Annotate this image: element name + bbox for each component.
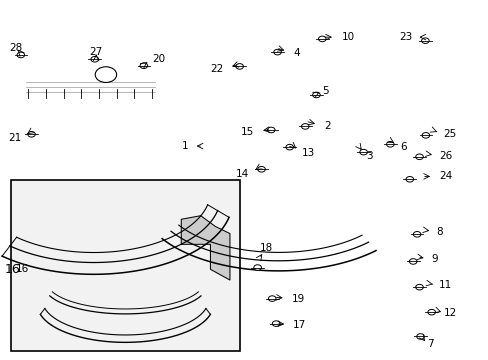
- Text: 13: 13: [301, 148, 314, 158]
- Text: 5: 5: [322, 86, 328, 96]
- Text: 23: 23: [398, 32, 411, 42]
- Text: 15: 15: [241, 127, 254, 137]
- Circle shape: [318, 36, 325, 42]
- Circle shape: [421, 38, 428, 44]
- Text: 16: 16: [16, 264, 29, 274]
- Text: 8: 8: [436, 227, 442, 237]
- Text: 16: 16: [4, 263, 20, 276]
- Circle shape: [272, 321, 279, 327]
- Circle shape: [235, 64, 243, 69]
- Circle shape: [312, 92, 320, 98]
- Circle shape: [267, 127, 274, 133]
- Circle shape: [301, 123, 308, 129]
- Circle shape: [386, 141, 393, 147]
- Text: 19: 19: [291, 294, 305, 303]
- Text: 3: 3: [366, 151, 372, 161]
- Circle shape: [28, 131, 35, 137]
- Text: 28: 28: [9, 43, 22, 53]
- Circle shape: [91, 57, 99, 62]
- Text: 25: 25: [442, 129, 455, 139]
- Circle shape: [408, 259, 416, 264]
- Text: 9: 9: [431, 254, 437, 264]
- Circle shape: [257, 166, 265, 172]
- Circle shape: [405, 176, 413, 182]
- Circle shape: [421, 132, 429, 138]
- Text: 20: 20: [152, 54, 165, 64]
- Text: 21: 21: [9, 133, 22, 143]
- Text: 1: 1: [182, 141, 188, 151]
- Bar: [11, 180, 239, 351]
- Circle shape: [17, 52, 24, 58]
- Text: 17: 17: [292, 320, 306, 330]
- Text: 7: 7: [426, 339, 432, 348]
- Circle shape: [427, 309, 435, 315]
- Text: 10: 10: [341, 32, 354, 42]
- Text: 11: 11: [438, 280, 451, 291]
- Text: 26: 26: [438, 151, 451, 161]
- Text: 6: 6: [399, 142, 406, 152]
- Text: 14: 14: [236, 168, 249, 179]
- Polygon shape: [181, 216, 229, 280]
- Text: 2: 2: [324, 121, 331, 131]
- Circle shape: [285, 144, 293, 150]
- Circle shape: [412, 231, 420, 237]
- Text: 12: 12: [443, 308, 456, 318]
- Circle shape: [268, 296, 275, 301]
- Circle shape: [415, 284, 423, 290]
- Circle shape: [359, 149, 366, 155]
- Circle shape: [253, 265, 261, 270]
- Text: 24: 24: [438, 171, 451, 181]
- Circle shape: [416, 334, 424, 339]
- Text: 27: 27: [89, 47, 102, 57]
- Circle shape: [415, 154, 423, 159]
- Text: 18: 18: [259, 243, 272, 253]
- Circle shape: [95, 67, 116, 82]
- Circle shape: [140, 63, 147, 68]
- Text: 4: 4: [292, 48, 299, 58]
- Text: 22: 22: [210, 64, 223, 74]
- Circle shape: [273, 49, 281, 55]
